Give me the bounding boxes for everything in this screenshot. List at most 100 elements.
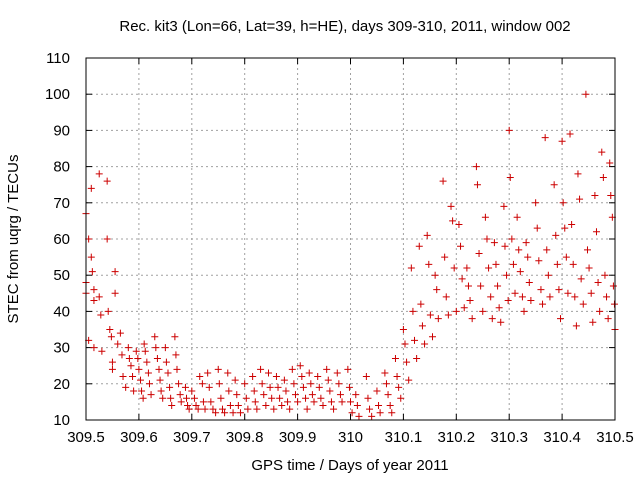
data-point [525,278,533,286]
data-point [609,282,617,290]
data-point [143,358,151,366]
x-tick-label: 310.3 [490,429,528,446]
data-point [140,340,148,348]
data-point [147,391,155,399]
data-point [176,391,184,399]
data-point [441,253,449,261]
data-point [415,242,423,250]
data-point [144,369,152,377]
y-tick-label: 10 [53,412,70,429]
data-point [315,383,323,391]
data-point [497,318,505,326]
data-point [457,242,465,250]
data-point [90,286,98,294]
data-point [513,213,521,221]
data-point [231,376,239,384]
data-point [552,231,560,239]
data-point [103,177,111,185]
data-point [145,380,153,388]
data-point [224,369,232,377]
x-tick-label: 309.7 [173,429,211,446]
data-point [559,199,567,207]
data-point [463,264,471,272]
data-point [127,362,135,370]
data-point [442,293,450,301]
data-point [319,402,327,410]
data-point [490,239,498,247]
data-point [610,300,618,308]
data-point [566,130,574,138]
data-point [603,293,611,301]
data-point [472,163,480,171]
data-point [532,199,540,207]
x-tick-label: 310.5 [596,429,634,446]
data-point [345,383,353,391]
data-point [413,354,421,362]
data-point [347,398,354,406]
data-point [258,380,266,388]
data-point [591,192,599,200]
data-point [381,369,389,377]
data-point [439,177,447,185]
data-point [606,159,614,167]
data-point [460,304,468,312]
chart-title: Rec. kit3 (Lon=66, Lat=39, h=HE), days 3… [119,18,570,35]
data-point [562,253,570,261]
data-point [411,336,419,344]
x-tick-label: 310.2 [438,429,476,446]
data-point [226,402,234,410]
data-point [214,365,222,373]
data-point [236,409,244,417]
data-point [161,344,169,352]
data-point [229,409,237,417]
data-point [167,394,175,402]
data-point [485,264,493,272]
data-point [589,318,597,326]
data-point [601,271,609,279]
data-point [217,394,225,402]
x-tick-label: 310.4 [543,429,581,446]
data-point [286,405,294,413]
data-point [500,202,508,210]
data-point [183,394,191,402]
data-point [555,286,563,294]
data-point [455,221,463,229]
data-point [166,383,174,391]
data-point [111,268,119,276]
data-point [518,293,526,301]
data-point [327,398,335,406]
data-point [543,246,551,254]
data-point [579,300,587,308]
data-point [302,394,310,402]
data-point [294,398,302,406]
data-point [95,170,103,178]
data-point [326,387,334,395]
data-point [159,394,167,402]
data-point [251,398,259,406]
data-point [188,387,196,395]
data-point [87,184,95,192]
data-point [599,173,607,181]
data-point [171,333,179,341]
data-point [561,224,569,232]
data-point [373,387,381,395]
data-point [444,311,452,319]
data-point [391,354,399,362]
data-point [546,293,554,301]
y-tick-label: 90 [53,122,70,139]
y-tick-label: 20 [53,376,70,393]
data-point [95,293,103,301]
data-point [348,409,356,417]
data-point [333,369,341,377]
data-point [274,383,282,391]
data-point [393,373,401,381]
data-point [253,405,261,413]
data-point [407,264,415,272]
y-tick-label: 100 [45,86,70,103]
data-point [418,322,426,330]
data-point [132,347,140,355]
data-point [537,286,545,294]
data-point [97,311,105,319]
data-point [524,253,532,261]
data-point [428,333,436,341]
